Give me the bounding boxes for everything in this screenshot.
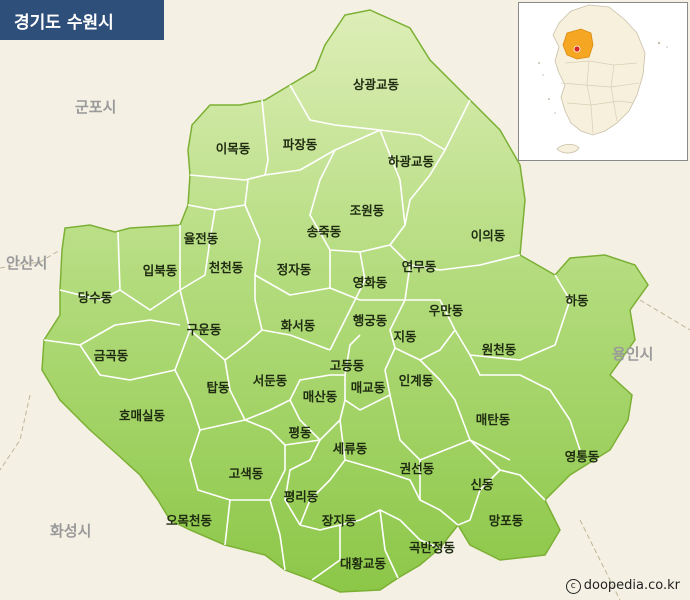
- district-label: 평리동: [284, 489, 319, 504]
- district-label: 하동: [565, 293, 589, 308]
- district-label: 영화동: [353, 275, 388, 290]
- district-label: 구운동: [187, 322, 222, 337]
- district-label: 정자동: [277, 262, 312, 277]
- district-label: 대황교동: [340, 556, 387, 571]
- district-label: 매교동: [351, 380, 386, 395]
- neighbor-label: 용인시: [612, 345, 653, 363]
- district-label: 오목천동: [166, 513, 213, 528]
- district-label: 영통동: [565, 449, 600, 464]
- district-label: 화서동: [281, 318, 316, 333]
- district-label: 지동: [393, 329, 417, 344]
- district-label: 매탄동: [476, 412, 511, 427]
- copyright-icon: c: [565, 579, 581, 594]
- district-label: 조원동: [350, 203, 385, 218]
- district-label: 하광교동: [388, 154, 435, 169]
- district-label: 율전동: [184, 231, 219, 246]
- district-label: 망포동: [489, 513, 524, 528]
- district-label: 상광교동: [353, 77, 400, 92]
- district-label: 이목동: [216, 141, 251, 156]
- district-label: 인계동: [399, 373, 434, 388]
- neighbor-boundaries: [0, 249, 690, 600]
- korea-locator-map: [538, 4, 668, 154]
- district-label: 송죽동: [307, 224, 342, 239]
- district-boundaries: [43, 84, 581, 581]
- korean-peninsula: [552, 4, 646, 136]
- district-label: 입북동: [143, 263, 178, 278]
- district-label: 행궁동: [353, 313, 388, 328]
- district-label: 권선동: [400, 461, 435, 476]
- district-label: 세류동: [333, 441, 368, 456]
- district-label: 연무동: [402, 259, 437, 274]
- district-label: 이의동: [471, 228, 506, 243]
- neighbor-label: 군포시: [75, 98, 116, 116]
- district-label: 파장동: [283, 137, 318, 152]
- district-label: 평동: [288, 425, 312, 440]
- copyright-credit: c doopedia.co.kr: [565, 578, 680, 594]
- neighbor-label: 안산시: [6, 254, 47, 272]
- district-label: 곡반정동: [409, 540, 456, 555]
- district-label: 탑동: [206, 380, 230, 395]
- district-label: 금곡동: [94, 348, 129, 363]
- district-label: 서둔동: [253, 373, 288, 388]
- district-label: 우만동: [429, 303, 464, 318]
- credit-text: doopedia.co.kr: [583, 578, 680, 593]
- district-label: 고등동: [330, 358, 365, 373]
- locator-inset: [518, 2, 688, 161]
- district-label: 장지동: [322, 513, 357, 528]
- city-outline: [41, 9, 649, 593]
- district-label: 원천동: [482, 342, 517, 357]
- district-label: 천천동: [209, 260, 244, 275]
- jeju-island: [556, 143, 580, 154]
- map-title: 경기도 수원시: [0, 0, 164, 40]
- district-label: 당수동: [78, 290, 113, 305]
- district-label: 신동: [470, 477, 494, 492]
- neighbor-label: 화성시: [50, 522, 91, 540]
- district-label: 고색동: [229, 466, 264, 481]
- district-label: 호매실동: [119, 408, 166, 423]
- district-label: 매산동: [303, 389, 338, 404]
- gyeonggi-highlight: [562, 28, 594, 60]
- suwon-marker: [573, 45, 581, 53]
